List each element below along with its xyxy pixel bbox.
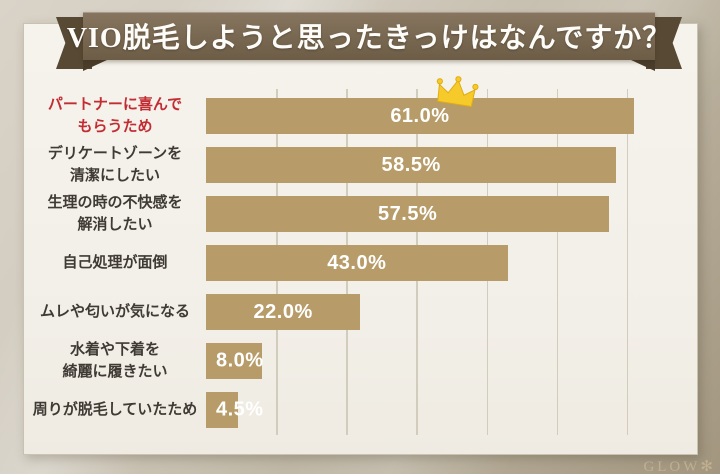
brand-logo: GLOW✻ [643,459,716,475]
category-label: 自己処理が面倒 [62,254,168,272]
chart-row: 周りが脱毛していたため 4.5% [24,392,697,428]
category-label: 水着や下着を 綺麗に履きたい [62,341,168,380]
chart-title: VIO脱毛しようと思ったきっけはなんですか？ [66,23,672,54]
value-label: 8.0% [216,349,264,372]
ribbon-fold-left [83,60,107,71]
category-label: パートナーに喜んで もらうため [47,96,183,135]
bar: 4.5% [206,392,263,428]
chart-row: ムレや匂いが気になる 22.0% [24,294,697,330]
bar-chart: パートナーに喜んで もらうため 61.0% デリケートゾーンを 清潔にしたい 5… [24,89,697,441]
bar: 43.0% [206,245,508,281]
gridline [626,89,629,435]
chart-row: 水着や下着を 綺麗に履きたい 8.0% [24,341,697,380]
bar: 57.5% [206,196,610,232]
title-ribbon: VIO脱毛しようと思ったきっけはなんですか？ [67,12,670,60]
chart-card: パートナーに喜んで もらうため 61.0% デリケートゾーンを 清潔にしたい 5… [23,23,713,475]
value-label: 58.5% [381,153,441,176]
bar: 58.5% [206,147,617,183]
value-label: 43.0% [327,251,387,274]
category-label: 生理の時の不快感を 解消したい [47,194,183,233]
bar: 22.0% [206,294,361,330]
category-label: 周りが脱毛していたため [32,401,198,419]
chart-row: デリケートゾーンを 清潔にしたい 58.5% [24,145,697,184]
chart-row: 自己処理が面倒 43.0% [24,245,697,281]
crown-icon [430,73,481,117]
chart-row: 生理の時の不快感を 解消したい 57.5% [24,194,697,233]
category-label: ムレや匂いが気になる [39,303,190,321]
value-label: 4.5% [216,398,264,421]
ribbon-fold-right [631,60,655,71]
gridline [556,89,559,435]
category-label: デリケートゾーンを 清潔にしたい [47,145,183,184]
value-label: 57.5% [378,202,438,225]
value-label: 61.0% [390,104,450,127]
bar: 8.0% [206,343,264,379]
bar: 61.0% [206,98,634,134]
chart-row: パートナーに喜んで もらうため 61.0% [24,96,697,135]
value-label: 22.0% [253,300,313,323]
